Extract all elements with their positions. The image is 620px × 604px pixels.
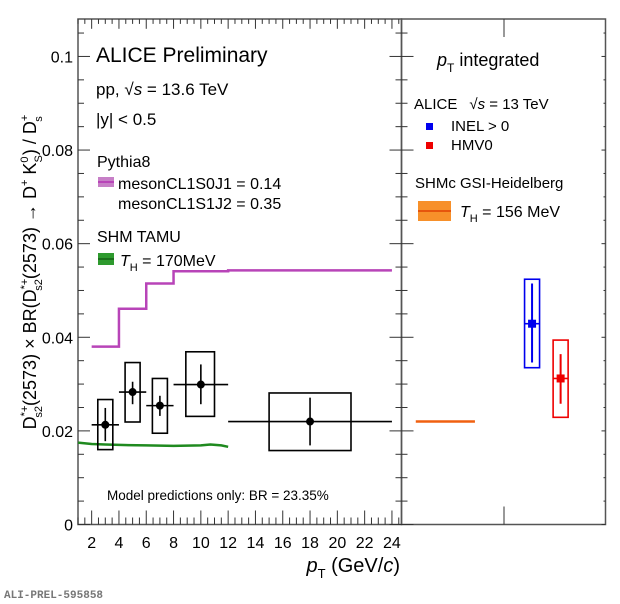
legend-alice-energy: ALICE √s = 13 TeV: [414, 96, 549, 113]
shm-tamu-curve: [77, 441, 229, 449]
data-point-marker: [556, 374, 565, 383]
legend-shmc-entry: TH = 156 MeV: [460, 204, 560, 225]
x-tick-label: 8: [169, 535, 178, 552]
x-tick-labels: 2 4 6 8 10 12 14 16 18 20 22 24: [87, 535, 401, 552]
x-tick-label: 12: [219, 535, 237, 552]
x-tick-label: 14: [247, 535, 265, 552]
data-point-marker: [196, 380, 205, 389]
preliminary-id: ALI-PREL-595858: [4, 590, 103, 602]
y-tick-labels: 0 0.02 0.04 0.06 0.08 0.1: [42, 49, 73, 534]
right-panel-frame: [400, 18, 607, 526]
data-point-marker: [101, 420, 110, 429]
data-point-marker: [306, 417, 315, 426]
x-tick-label: 2: [87, 535, 96, 552]
data-point-marker: [128, 388, 137, 397]
legend-pythia-line2: mesonCL1S1J2 = 0.35: [118, 196, 281, 213]
y-tick-label: 0.04: [42, 330, 73, 347]
y-tick-label: 0: [64, 518, 73, 535]
data-point-marker: [155, 401, 164, 410]
x-tick-label: 20: [328, 535, 346, 552]
legend-shmc-title: SHMc GSI-Heidelberg: [415, 175, 563, 192]
x-tick-label: 18: [301, 535, 319, 552]
alice-preliminary-title: ALICE Preliminary: [96, 44, 268, 67]
legend-shm-title: SHM TAMU: [97, 229, 181, 246]
collision-system: pp, √s = 13.6 TeV: [96, 80, 229, 99]
legend-inel-label: INEL > 0: [451, 118, 509, 135]
model-note: Model predictions only: BR = 23.35%: [107, 488, 329, 503]
x-tick-label: 24: [383, 535, 401, 552]
legend-pythia-line1: mesonCL1S0J1 = 0.14: [118, 176, 281, 193]
x-tick-label: 22: [356, 535, 374, 552]
y-tick-label: 0.02: [42, 424, 73, 441]
pythia8-curve: [91, 269, 392, 348]
left-data-points: [91, 350, 392, 452]
legend-pythia-title: Pythia8: [97, 154, 150, 171]
data-point-marker: [528, 319, 537, 328]
svg-text:D*+s2(2573) × BR(D*+s2(2573) →: D*+ s2(2573) × BR(D*+ s2(2573) → D+ K0 S) /…: [19, 115, 45, 430]
y-tick-label: 0.08: [42, 143, 73, 160]
right-data-points: [415, 278, 569, 423]
y-tick-label: 0.1: [51, 49, 73, 66]
right-panel-title: pT integrated: [436, 50, 539, 75]
legend-hmv0-marker: [426, 142, 433, 149]
y-axis-title: D*+ s2(2573) × BR(D*+ s2(2573) → D+ K0 S) /…: [19, 115, 45, 430]
legend-inel-marker: [426, 123, 433, 130]
rapidity-cut: |y| < 0.5: [96, 110, 156, 129]
x-axis-title: pT (GeV/c): [305, 555, 400, 581]
x-tick-label: 6: [142, 535, 151, 552]
x-tick-label: 10: [192, 535, 210, 552]
y-tick-label: 0.06: [42, 237, 73, 254]
x-tick-label: 4: [114, 535, 123, 552]
legend-shm-entry: TH = 170MeV: [120, 253, 216, 274]
axis-ticks: [77, 19, 606, 525]
legend-hmv0-label: HMV0: [451, 137, 493, 154]
x-tick-label: 16: [274, 535, 292, 552]
